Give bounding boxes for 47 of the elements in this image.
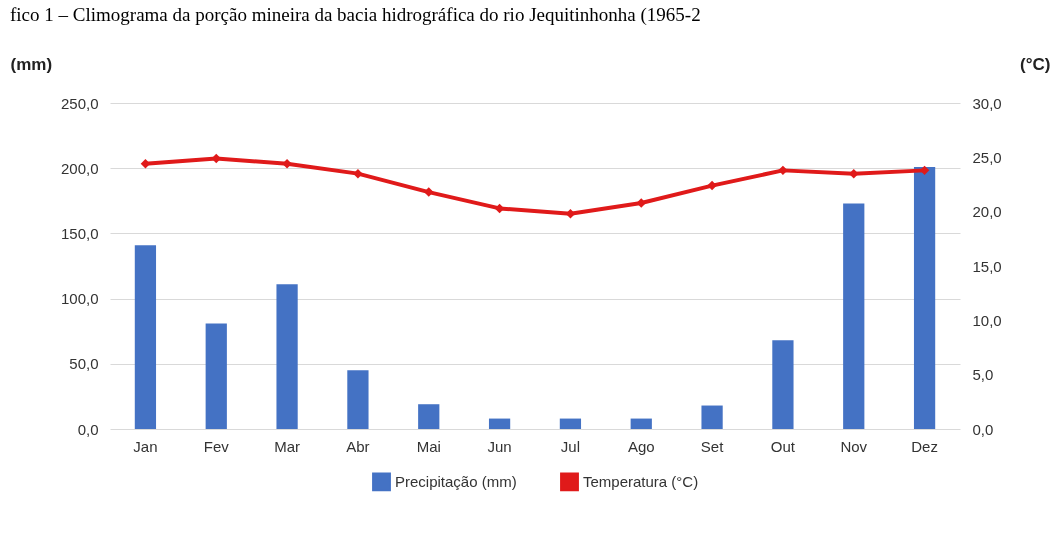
x-tick-label: Ago [627,437,655,455]
y-tick-label: 250,0 [60,94,99,112]
x-tick-label: Abr [346,437,370,455]
bar [913,166,936,429]
y-tick-label: 50,0 [69,355,99,373]
x-tick-label: Jul [560,437,581,455]
point [707,180,717,191]
bar [488,418,511,429]
x-tick-label: Jan [133,437,158,455]
point [424,187,434,197]
y2-tick-label: 30,0 [972,94,1002,112]
x-tick-label: Jun [487,437,512,455]
y2-tick-label: 25,0 [972,148,1002,166]
point [353,168,363,179]
bar [701,405,723,429]
point [778,165,788,176]
x-tick-label: Dez [911,437,938,455]
x-tick-label: Set [700,437,725,455]
bar [205,323,227,429]
bar [843,203,865,429]
x-tick-label: Nov [840,437,868,455]
x-tick-label: Mai [416,437,441,455]
x-tick-label: Fev [203,437,230,455]
y2-tick-label: 0,0 [972,420,994,438]
y2-tick-label: 20,0 [972,203,1002,221]
x-tick-label: Mar [274,437,301,455]
bar [418,404,440,429]
bar [559,418,582,429]
y-tick-label: 200,0 [60,159,99,177]
y2-tick-label: 10,0 [972,311,1002,329]
y-tick-label: 0,0 [77,420,99,438]
y2-axis-title: (°C) [1020,54,1051,74]
y-tick-label: 100,0 [60,290,99,308]
bar [347,370,369,429]
y2-tick-label: 15,0 [972,257,1002,275]
bar [134,245,157,429]
point [636,198,646,208]
x-tick-label: Out [770,437,796,455]
y-axis-title: (mm) [10,54,53,74]
legend-label: Precipitação (mm) [395,472,517,490]
legend-label: Temperatura (°C) [583,472,699,490]
bar [276,284,298,429]
y2-tick-label: 5,0 [972,366,994,384]
y-tick-label: 150,0 [60,224,99,242]
bar [630,418,652,429]
bar [772,340,794,429]
chart-title: fico 1 – Climograma da porção mineira da bacia hidrográfica do rio Jequitinhonha (1965-2 [10,4,701,26]
